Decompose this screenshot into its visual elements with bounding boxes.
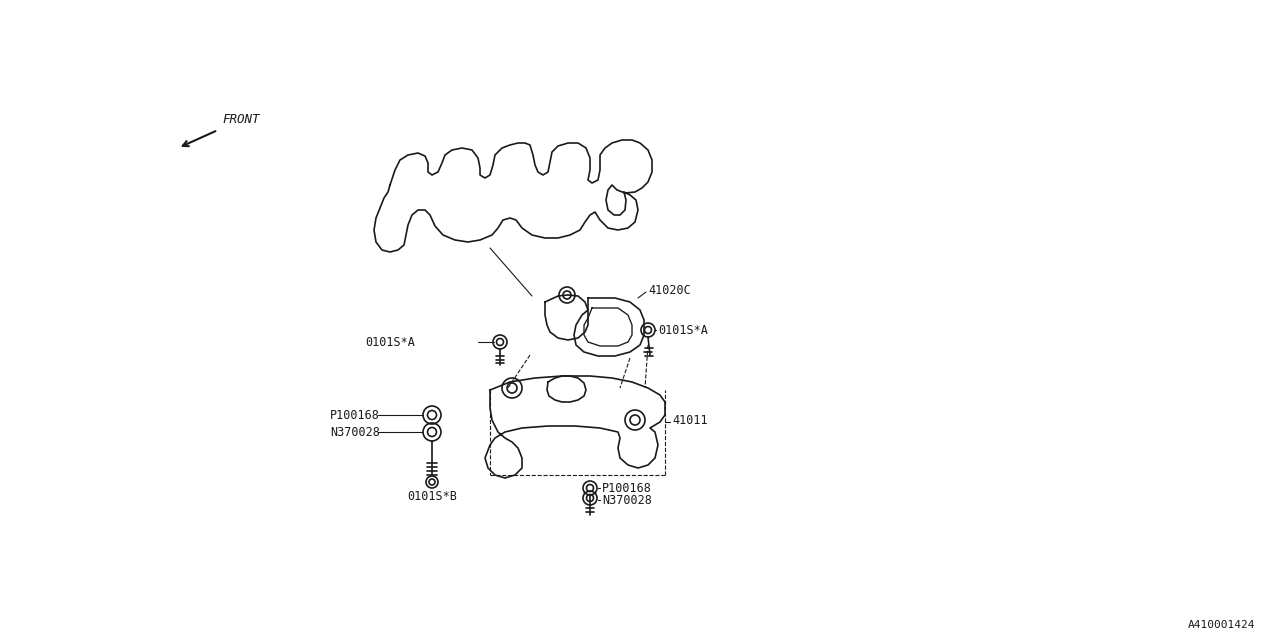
- Text: N370028: N370028: [602, 493, 652, 506]
- Text: 0101S*A: 0101S*A: [658, 323, 708, 337]
- Text: P100168: P100168: [602, 481, 652, 495]
- Text: 41011: 41011: [672, 413, 708, 426]
- Text: 0101S*A: 0101S*A: [365, 335, 415, 349]
- Text: A410001424: A410001424: [1188, 620, 1254, 630]
- Text: 0101S*B: 0101S*B: [407, 490, 457, 503]
- Text: N370028: N370028: [330, 426, 380, 438]
- Text: 41020C: 41020C: [648, 284, 691, 296]
- Text: FRONT: FRONT: [221, 113, 260, 126]
- Text: P100168: P100168: [330, 408, 380, 422]
- Circle shape: [426, 476, 438, 488]
